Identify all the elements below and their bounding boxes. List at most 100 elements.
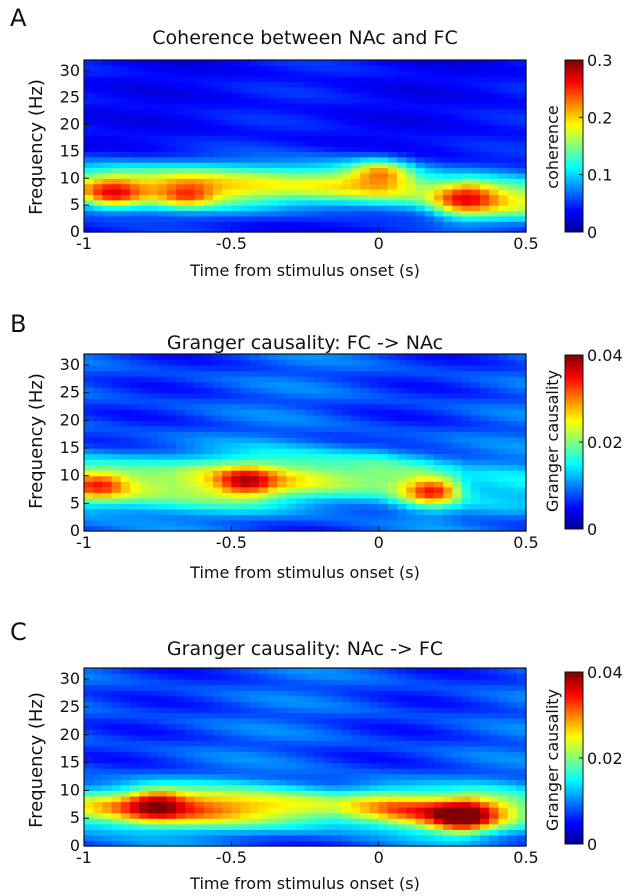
- heatmap-cell: [470, 92, 481, 99]
- heatmap-cell: [314, 129, 325, 136]
- heatmap-cell: [203, 81, 214, 88]
- heatmap-cell: [516, 414, 527, 421]
- heatmap-cell: [268, 86, 278, 93]
- heatmap-cell: [212, 834, 223, 842]
- heatmap-cell: [406, 470, 417, 477]
- heatmap-cell: [433, 381, 444, 388]
- heatmap-cell: [461, 86, 472, 93]
- heatmap-cell: [111, 684, 122, 691]
- heatmap-cell: [166, 156, 177, 163]
- heatmap-cell: [102, 140, 113, 147]
- heatmap-cell: [258, 92, 269, 99]
- heatmap-cell: [249, 183, 260, 190]
- heatmap-cell: [249, 729, 260, 736]
- heatmap-cell: [470, 135, 481, 142]
- heatmap-cell: [258, 448, 269, 455]
- heatmap-cell: [295, 156, 306, 163]
- heatmap-cell: [314, 723, 325, 730]
- heatmap-cell: [323, 140, 334, 147]
- heatmap-cell: [443, 167, 453, 174]
- heatmap-cell: [222, 194, 232, 201]
- heatmap-cell: [406, 425, 417, 433]
- heatmap-cell: [286, 459, 297, 466]
- heatmap-cell: [176, 92, 186, 99]
- heatmap-cell: [130, 76, 140, 83]
- heatmap-cell: [240, 398, 251, 405]
- heatmap-cell: [268, 403, 278, 410]
- heatmap-cell: [194, 365, 205, 372]
- heatmap-cell: [166, 151, 177, 158]
- heatmap-cell: [93, 135, 104, 142]
- heatmap-cell: [516, 734, 527, 741]
- heatmap-cell: [415, 425, 426, 433]
- heatmap-cell: [222, 807, 232, 814]
- heatmap-cell: [93, 486, 104, 493]
- heatmap-cell: [424, 119, 435, 126]
- y-tick-label: 15: [60, 438, 80, 457]
- heatmap-cell: [323, 448, 334, 455]
- heatmap-cell: [93, 673, 104, 680]
- heatmap-cell: [323, 695, 334, 702]
- heatmap-cell: [286, 829, 297, 836]
- heatmap-cell: [148, 729, 159, 736]
- heatmap-cell: [397, 140, 407, 147]
- heatmap-cell: [231, 409, 242, 416]
- heatmap-cell: [305, 486, 315, 493]
- heatmap-cell: [176, 442, 186, 449]
- heatmap-cell: [498, 448, 509, 455]
- colorbar-segment: [565, 162, 583, 166]
- heatmap-cell: [231, 215, 242, 222]
- heatmap-cell: [212, 492, 223, 499]
- heatmap-cell: [203, 519, 214, 527]
- heatmap-cell: [479, 60, 490, 66]
- heatmap-cell: [387, 757, 398, 764]
- heatmap-cell: [461, 60, 472, 66]
- heatmap-cell: [461, 172, 472, 179]
- heatmap-cell: [295, 86, 306, 93]
- heatmap-cell: [351, 124, 361, 131]
- heatmap-cell: [111, 740, 122, 747]
- heatmap-cell: [111, 718, 122, 725]
- heatmap-cell: [351, 113, 361, 120]
- heatmap-cell: [166, 745, 177, 753]
- heatmap-cell: [185, 459, 196, 466]
- heatmap-cell: [461, 684, 472, 691]
- heatmap-cell: [507, 387, 518, 394]
- heatmap-cell: [314, 178, 325, 185]
- heatmap-cell: [433, 834, 444, 842]
- heatmap-cell: [185, 475, 196, 482]
- heatmap-cell: [84, 818, 94, 825]
- heatmap-cell: [341, 508, 352, 516]
- heatmap-cell: [507, 425, 518, 433]
- heatmap-cell: [424, 525, 435, 532]
- heatmap-cell: [360, 103, 371, 109]
- heatmap-cell: [461, 668, 472, 675]
- heatmap-cell: [305, 829, 315, 836]
- heatmap-cell: [148, 146, 159, 152]
- heatmap-cell: [378, 205, 389, 212]
- heatmap-cell: [231, 718, 242, 725]
- heatmap-cell: [406, 779, 417, 786]
- heatmap-cell: [378, 414, 389, 421]
- heatmap-cell: [397, 86, 407, 93]
- heatmap-cell: [148, 65, 159, 72]
- heatmap-cell: [397, 226, 407, 233]
- heatmap-cell: [415, 210, 426, 217]
- heatmap-cell: [507, 205, 518, 212]
- heatmap-cell: [277, 129, 288, 136]
- heatmap-cell: [231, 119, 242, 126]
- heatmap-cell: [351, 723, 361, 730]
- heatmap-cell: [102, 135, 113, 142]
- heatmap-cell: [295, 398, 306, 405]
- heatmap-cell: [360, 199, 371, 206]
- heatmap-cell: [397, 448, 407, 455]
- heatmap-cell: [452, 486, 463, 493]
- heatmap-cell: [406, 459, 417, 466]
- heatmap-cell: [120, 70, 131, 77]
- heatmap-cell: [93, 113, 104, 120]
- heatmap-cell: [406, 365, 417, 372]
- heatmap-cell: [139, 481, 150, 488]
- heatmap-cell: [489, 354, 499, 361]
- heatmap-cell: [507, 790, 518, 797]
- heatmap-cell: [148, 76, 159, 83]
